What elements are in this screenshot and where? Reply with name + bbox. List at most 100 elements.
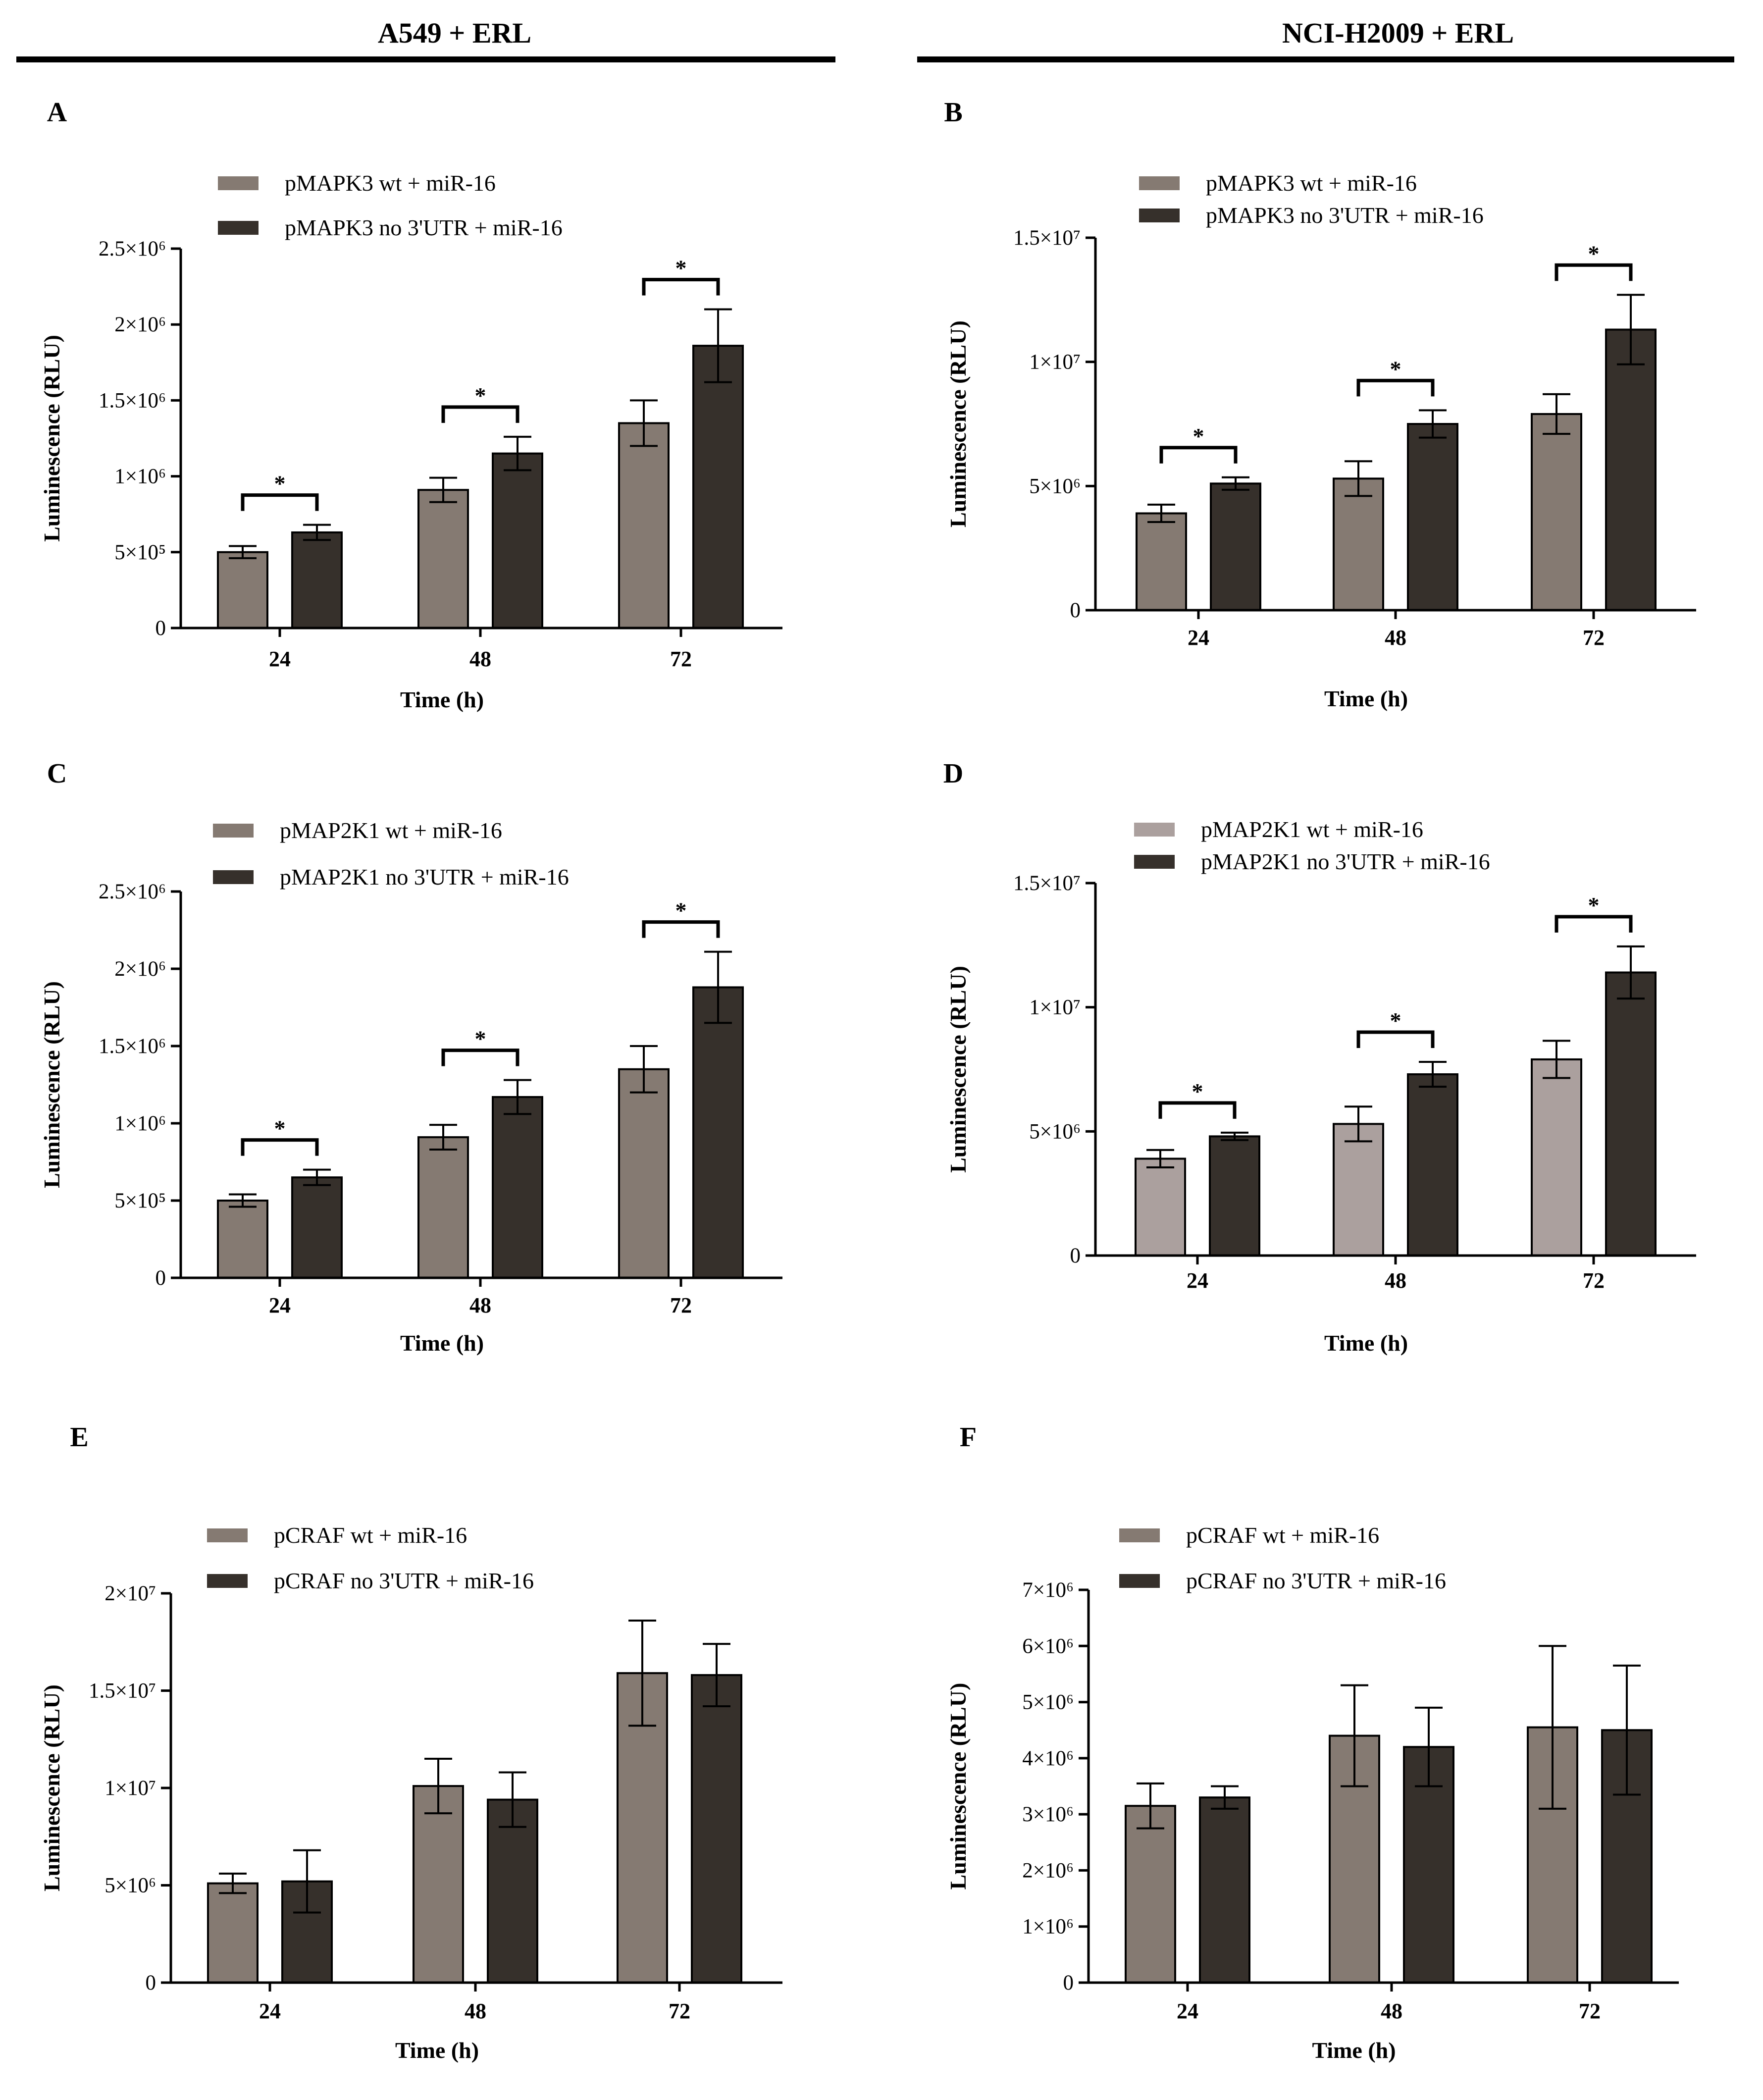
bar [1199, 1796, 1250, 1984]
legend-label: pMAP2K1 no 3'UTR + miR-16 [1201, 849, 1490, 874]
x-tick-label: 72 [1579, 1999, 1601, 2023]
x-tick-label: 24 [1177, 1999, 1198, 2023]
y-tick-label: 0 [1063, 1971, 1074, 1995]
x-tick-label: 48 [1385, 1268, 1406, 1293]
bar [692, 345, 744, 629]
y-tick-label: 1×10⁶ [114, 1112, 166, 1135]
x-tick-label: 72 [670, 1293, 692, 1317]
legend-swatch [1139, 209, 1180, 222]
bar [1125, 1805, 1176, 1984]
y-tick-label: 5×10⁵ [114, 1189, 166, 1212]
y-tick-label: 3×10⁶ [1022, 1803, 1074, 1826]
y-tick-label: 0 [1070, 599, 1081, 622]
bar [291, 1176, 343, 1279]
y-tick-label: 0 [1070, 1244, 1081, 1267]
bar [1531, 1058, 1582, 1257]
y-axis-title: Luminescence (RLU) [945, 966, 971, 1173]
panel-letter: B [944, 97, 962, 128]
bar [1136, 512, 1187, 611]
x-tick-label: 24 [269, 1293, 291, 1317]
y-tick-label: 5×10⁶ [1029, 474, 1081, 498]
legend-label: pMAP2K1 wt + miR-16 [280, 818, 502, 843]
significance-star: * [1390, 1008, 1401, 1033]
bar [492, 452, 543, 629]
bar [1605, 328, 1657, 611]
legend-swatch [218, 176, 259, 190]
legend-swatch [1119, 1528, 1160, 1542]
y-axis-title: Luminescence (RLU) [945, 1683, 971, 1890]
panel-letter: F [960, 1422, 977, 1453]
legend-swatch [218, 221, 259, 235]
panel-letter: A [47, 97, 67, 128]
significance-star: * [1588, 241, 1600, 266]
x-axis-title: Time (h) [400, 1330, 484, 1356]
bar [1210, 482, 1261, 611]
bar [1333, 1123, 1384, 1257]
x-axis-title: Time (h) [1312, 2038, 1396, 2063]
bar [691, 1674, 742, 1984]
bar [217, 1200, 268, 1279]
legend-swatch [207, 1528, 248, 1542]
x-tick-label: 48 [469, 647, 491, 671]
legend-label: pMAP2K1 no 3'UTR + miR-16 [280, 864, 569, 890]
y-tick-label: 1×10⁷ [104, 1777, 156, 1800]
significance-star: * [1193, 423, 1204, 449]
legend-label: pCRAF wt + miR-16 [274, 1522, 467, 1548]
significance-star: * [274, 1116, 286, 1141]
y-tick-label: 5×10⁶ [1022, 1691, 1074, 1714]
legend-label: pCRAF no 3'UTR + miR-16 [1186, 1568, 1446, 1593]
x-axis-title: Time (h) [395, 2038, 479, 2063]
legend-swatch [207, 1574, 248, 1588]
bar [1333, 477, 1384, 611]
significance-star: * [675, 256, 687, 281]
legend-label: pMAPK3 no 3'UTR + miR-16 [285, 215, 563, 240]
x-tick-label: 48 [465, 1999, 486, 2023]
y-axis-title: Luminescence (RLU) [39, 981, 64, 1188]
y-tick-label: 1×10⁷ [1029, 996, 1081, 1019]
significance-star: * [1192, 1079, 1203, 1104]
bar [1407, 423, 1458, 611]
y-tick-label: 6×10⁶ [1022, 1634, 1074, 1658]
y-tick-label: 2×10⁶ [114, 957, 166, 981]
bar [1407, 1073, 1458, 1257]
significance-star: * [475, 383, 486, 408]
column-title-left: A549 + ERL [378, 17, 531, 49]
panel-letter: E [70, 1422, 88, 1453]
significance-star: * [475, 1026, 486, 1051]
y-tick-label: 1×10⁶ [114, 465, 166, 488]
y-axis-title: Luminescence (RLU) [39, 335, 64, 542]
x-tick-label: 24 [259, 1999, 281, 2023]
significance-bracket [441, 1049, 519, 1066]
legend-label: pMAPK3 no 3'UTR + miR-16 [1206, 203, 1484, 228]
bar [1605, 971, 1657, 1257]
significance-bracket [642, 920, 720, 938]
column-title-right: NCI-H2009 + ERL [1282, 17, 1514, 49]
significance-bracket [1356, 378, 1435, 397]
significance-bracket [241, 1138, 319, 1156]
bar [217, 551, 268, 630]
panel-letter: C [47, 758, 67, 789]
y-tick-label: 2×10⁷ [104, 1582, 156, 1605]
significance-bracket [1159, 446, 1238, 464]
x-tick-label: 48 [1385, 626, 1406, 650]
legend-label: pCRAF no 3'UTR + miR-16 [274, 1568, 534, 1593]
y-tick-label: 2.5×10⁶ [99, 237, 166, 261]
x-axis-title: Time (h) [400, 687, 484, 712]
bar [417, 489, 469, 630]
legend-label: pCRAF wt + miR-16 [1186, 1522, 1379, 1548]
x-tick-label: 24 [1188, 626, 1209, 650]
bar [492, 1096, 543, 1279]
y-tick-label: 7×10⁶ [1022, 1578, 1074, 1602]
significance-star: * [274, 471, 286, 496]
significance-bracket [642, 278, 720, 296]
y-tick-label: 5×10⁶ [1029, 1120, 1081, 1143]
legend-swatch [1139, 176, 1180, 190]
legend-swatch [213, 824, 254, 838]
legend-swatch [1134, 823, 1175, 837]
